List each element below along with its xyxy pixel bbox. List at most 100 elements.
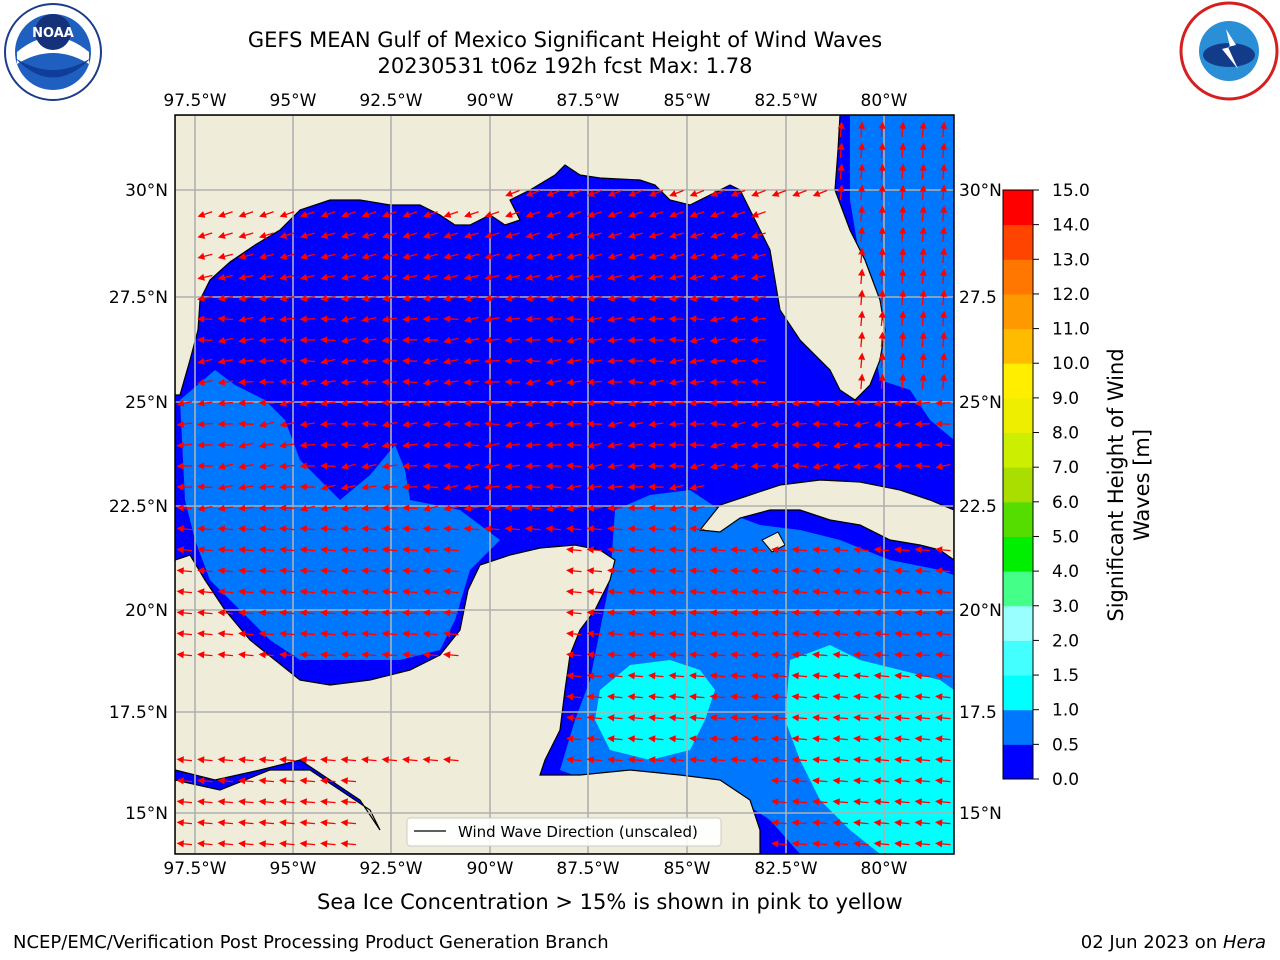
wave-arrow-head — [381, 525, 389, 533]
wave-arrow-head — [299, 630, 307, 638]
wave-arrow-head — [750, 399, 759, 407]
wave-arrow-head — [299, 567, 307, 575]
wave-arrow-head — [878, 331, 886, 339]
wave-arrow-head — [340, 336, 349, 344]
wave-arrow-head — [238, 357, 246, 365]
colorbar-tick-label: 15.0 — [1052, 181, 1090, 201]
wave-arrow-head — [853, 420, 861, 428]
wave-arrow-head — [320, 441, 328, 449]
wave-arrow-head — [873, 672, 881, 680]
wave-arrow-head — [279, 336, 287, 344]
wave-arrow-head — [422, 357, 431, 365]
wave-arrow-head — [422, 378, 431, 386]
wave-arrow-head — [299, 525, 307, 533]
wave-arrow-head — [873, 651, 881, 659]
wave-arrow-head — [197, 756, 205, 764]
wave-arrow-head — [545, 357, 554, 365]
wave-arrow-head — [853, 630, 861, 638]
wave-arrow-head — [422, 504, 431, 512]
wave-arrow-head — [525, 357, 533, 365]
wave-arrow-head — [443, 483, 451, 491]
wave-arrow-head — [771, 588, 779, 596]
wave-arrow-head — [484, 441, 492, 449]
wave-arrow-head — [463, 357, 472, 365]
noaa-logo-text: NOAA — [32, 26, 74, 41]
wave-arrow-head — [320, 840, 328, 848]
wave-arrow-head — [381, 232, 390, 239]
footer-date-text: 02 Jun 2023 on — [1080, 932, 1223, 953]
wave-arrow-head — [832, 399, 840, 407]
wave-arrow-head — [648, 672, 656, 680]
wave-arrow-head — [709, 378, 717, 386]
wave-arrow-head — [771, 840, 779, 848]
wave-arrow-head — [258, 232, 267, 239]
wave-arrow-head — [791, 798, 799, 806]
wave-arrow-head — [709, 336, 718, 344]
wave-arrow-head — [402, 357, 410, 365]
wave-arrow-head — [873, 819, 881, 827]
wave-arrow-head — [627, 378, 635, 386]
lon-label: 95°W — [270, 859, 317, 879]
wave-arrow-head — [709, 420, 717, 428]
wave-arrow-head — [320, 378, 328, 386]
wave-arrow-head — [689, 294, 697, 302]
wave-arrow-head — [176, 567, 184, 575]
colorbar-tick-label: 9.0 — [1052, 389, 1079, 409]
wave-arrow-head — [940, 331, 948, 339]
wave-arrow-head — [258, 378, 266, 386]
wave-arrow-head — [878, 268, 886, 276]
wave-arrow-head — [750, 441, 759, 449]
wave-arrow-head — [791, 672, 799, 680]
wave-arrow-head — [381, 462, 390, 470]
wave-arrow-head — [402, 630, 410, 638]
wave-arrow-head — [504, 441, 513, 449]
wave-arrow-head — [878, 184, 886, 192]
wave-arrow-head — [689, 399, 697, 407]
wave-arrow-head — [914, 777, 922, 785]
wave-arrow-head — [197, 211, 206, 218]
wave-arrow-head — [340, 630, 348, 638]
wave-arrow-head — [566, 294, 574, 302]
wave-arrow-head — [422, 609, 430, 617]
wave-arrow-head — [878, 226, 886, 234]
wave-arrow-head — [586, 420, 594, 428]
wave-arrow-head — [668, 672, 676, 680]
wave-arrow-head — [648, 462, 656, 470]
wave-arrow-head — [730, 714, 738, 722]
wave-arrow-head — [320, 546, 328, 554]
wave-arrow-head — [812, 735, 820, 743]
wave-arrow-head — [668, 504, 677, 512]
wave-arrow-head — [566, 273, 574, 281]
lat-label: 22.5°N — [109, 497, 168, 517]
wave-arrow-head — [238, 546, 246, 554]
wave-arrow-head — [279, 504, 287, 512]
wave-arrow-head — [463, 336, 472, 344]
wave-arrow-head — [422, 441, 430, 449]
wave-arrow-head — [176, 609, 184, 617]
wave-arrow-head — [935, 588, 943, 596]
wave-arrow-head — [668, 441, 676, 449]
wave-arrow-head — [919, 121, 927, 129]
wave-arrow-head — [771, 756, 779, 764]
wave-arrow-head — [832, 420, 840, 428]
wave-arrow-head — [586, 399, 594, 407]
wave-arrow-head — [750, 567, 758, 575]
wave-arrow-head — [279, 777, 287, 785]
wave-arrow-head — [279, 798, 287, 806]
wave-arrow-head — [402, 588, 410, 596]
colorbar-tick-label: 12.0 — [1052, 285, 1090, 305]
wave-arrow-head — [238, 441, 247, 449]
wave-arrow-head — [709, 357, 718, 365]
wave-arrow-head — [750, 378, 758, 386]
wave-arrow-head — [791, 735, 799, 743]
wave-arrow-head — [402, 252, 411, 260]
wave-arrow-head — [791, 693, 799, 701]
wave-arrow-head — [668, 609, 676, 617]
wave-arrow-head — [627, 252, 636, 260]
wave-arrow-head — [858, 121, 866, 129]
wave-arrow-head — [197, 441, 205, 449]
colorbar-segment — [1003, 536, 1033, 572]
wave-arrow-head — [791, 630, 799, 638]
wave-arrow-head — [238, 567, 246, 575]
wave-arrow-head — [607, 378, 615, 386]
